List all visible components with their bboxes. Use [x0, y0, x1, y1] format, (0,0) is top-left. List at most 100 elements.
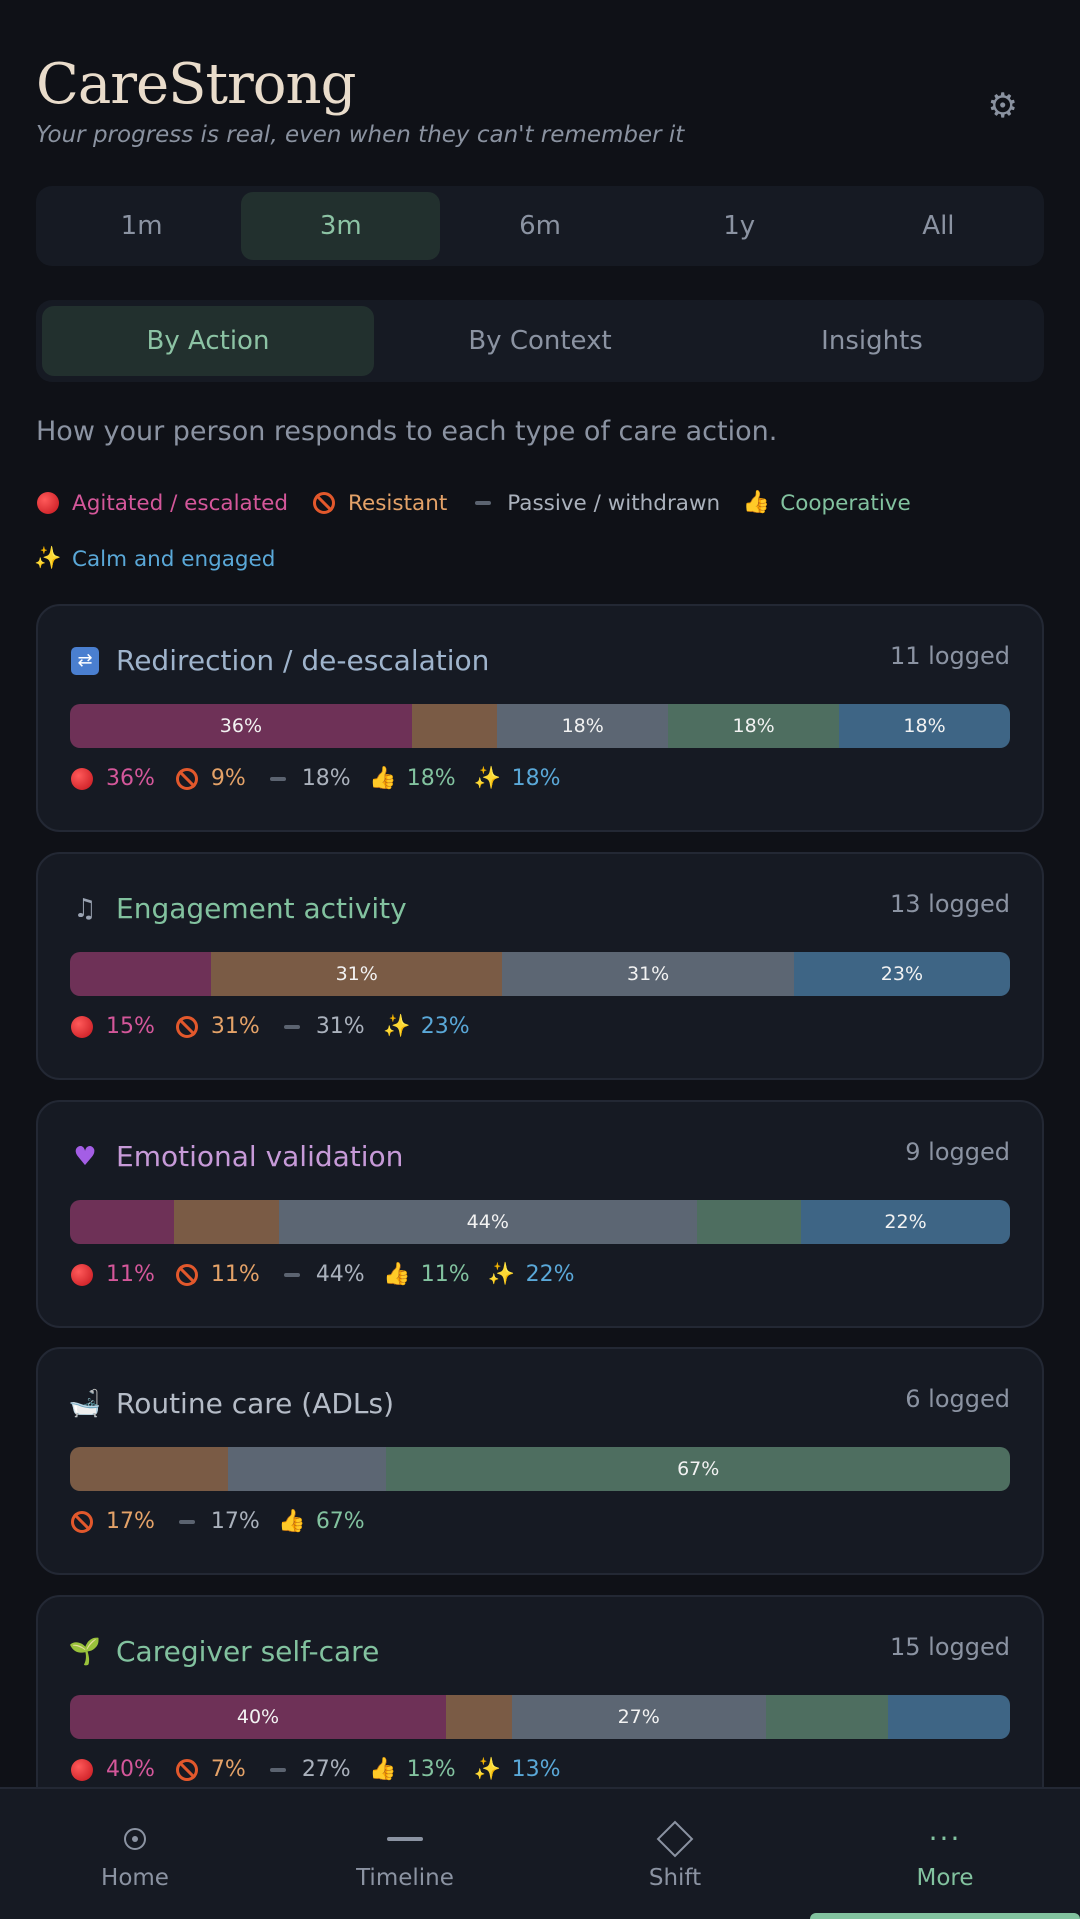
- action-card[interactable]: ♫ Engagement activity 13 logged 31% 31% 23% 15…: [36, 852, 1044, 1080]
- header: CareStrong Your progress is real, even w…: [36, 50, 1044, 148]
- response-bar: 67%: [70, 1447, 1010, 1491]
- dash-icon: [266, 1758, 290, 1782]
- no-entry-icon: [175, 767, 199, 791]
- sparkles-icon: ✨: [34, 546, 62, 571]
- card-title: Caregiver self-care: [116, 1635, 380, 1668]
- response-bar: 40% 27%: [70, 1695, 1010, 1739]
- card-header: 🛁 Routine care (ADLs): [68, 1387, 394, 1420]
- range-tab-6m[interactable]: 6m: [519, 211, 561, 241]
- seedling-icon: 🌱: [68, 1636, 102, 1667]
- home-icon: [124, 1819, 146, 1859]
- thumbs-up-icon: 👍: [369, 765, 397, 791]
- response-bar: 44% 22%: [70, 1200, 1010, 1244]
- stat-ca: ✨ 23%: [383, 1013, 470, 1039]
- response-bar: 36% 18% 18% 18%: [70, 704, 1010, 748]
- stat-ag: 11%: [70, 1262, 155, 1287]
- card-header: ♫ Engagement activity: [70, 892, 407, 925]
- sparkles-icon: ✨: [473, 1756, 502, 1782]
- stat-re: 31%: [175, 1014, 260, 1039]
- card-title: Emotional validation: [116, 1140, 404, 1173]
- card-count: 15 logged: [890, 1633, 1010, 1661]
- shift-icon: [656, 1819, 694, 1859]
- stat-ca: ✨ 13%: [473, 1756, 561, 1782]
- bar-segment-re: [70, 1447, 229, 1491]
- range-tab-1m[interactable]: 1m: [120, 211, 163, 241]
- range-tab-all[interactable]: All: [922, 211, 955, 241]
- view-selector: By Action By Context Insights: [36, 300, 1044, 382]
- tab-by-context[interactable]: By Context: [468, 326, 612, 356]
- bar-segment-co: [765, 1695, 888, 1739]
- response-stats: 17% 17% 👍 67%: [70, 1509, 385, 1534]
- red-circle-icon: [70, 1015, 94, 1039]
- no-entry-icon: [175, 1263, 199, 1287]
- legend: Agitated / escalated Resistant Passive /…: [34, 486, 1046, 598]
- intro-text: How your person responds to each type of…: [36, 416, 778, 447]
- nav-timeline[interactable]: Timeline: [270, 1789, 540, 1919]
- nav-more[interactable]: ··· More: [810, 1789, 1080, 1919]
- action-card[interactable]: ⇄ Redirection / de-escalation 11 logged 36%…: [36, 604, 1044, 832]
- time-range-selector: 1m 3m 6m 1y All: [36, 186, 1044, 266]
- bar-segment-ag: 40%: [70, 1695, 446, 1739]
- stat-re: 11%: [175, 1262, 260, 1287]
- gear-icon[interactable]: ⚙: [987, 86, 1018, 126]
- response-stats: 36% 9% 18% 👍 18% ✨ 18%: [70, 766, 581, 791]
- stat-co: 👍 18%: [369, 765, 456, 791]
- legend-item-passive: Passive / withdrawn: [471, 491, 720, 516]
- stat-pa: 31%: [280, 1014, 365, 1039]
- bar-segment-co: 67%: [386, 1447, 1010, 1491]
- bar-segment-ag: [70, 1200, 175, 1244]
- app-subtitle: Your progress is real, even when they ca…: [36, 122, 685, 148]
- bar-segment-co: 18%: [668, 704, 840, 748]
- bar-segment-ag: [70, 952, 211, 996]
- red-circle-icon: [70, 1758, 94, 1782]
- stat-ag: 15%: [70, 1014, 155, 1039]
- no-entry-icon: [312, 491, 336, 515]
- legend-item-cooperative: 👍 Cooperative: [742, 490, 911, 516]
- no-entry-icon: [175, 1015, 199, 1039]
- action-card[interactable]: ♥ Emotional validation 9 logged 44% 22% 11% 11…: [36, 1100, 1044, 1328]
- purple-heart-icon: ♥: [73, 1141, 97, 1172]
- card-count: 13 logged: [890, 890, 1010, 918]
- thumbs-up-icon: 👍: [369, 1756, 397, 1782]
- timeline-icon: [387, 1819, 423, 1859]
- action-card[interactable]: 🌱 Caregiver self-care 15 logged 40% 27% 40% 7%…: [36, 1595, 1044, 1823]
- bathtub-icon: 🛁: [68, 1388, 102, 1419]
- range-tab-1y[interactable]: 1y: [723, 211, 756, 241]
- red-circle-icon: [36, 491, 60, 515]
- tab-by-action[interactable]: By Action: [42, 306, 374, 376]
- response-stats: 40% 7% 27% 👍 13% ✨ 13%: [70, 1757, 581, 1782]
- dash-icon: [175, 1510, 199, 1534]
- card-count: 6 logged: [905, 1385, 1010, 1413]
- card-header: ♥ Emotional validation: [70, 1140, 403, 1173]
- tab-insights[interactable]: Insights: [821, 326, 923, 356]
- dash-icon: [280, 1015, 304, 1039]
- no-entry-icon: [70, 1510, 94, 1534]
- stat-re: 7%: [175, 1757, 246, 1782]
- response-stats: 11% 11% 44% 👍 11% ✨ 22%: [70, 1262, 595, 1287]
- sparkles-icon: ✨: [487, 1261, 516, 1287]
- bar-segment-re: [411, 704, 498, 748]
- music-note-icon: ♫: [73, 893, 97, 924]
- response-stats: 15% 31% 31% ✨ 23%: [70, 1014, 490, 1039]
- card-title: Redirection / de-escalation: [116, 644, 490, 677]
- thumbs-up-icon: 👍: [278, 1508, 306, 1534]
- stat-pa: 18%: [266, 766, 351, 791]
- bar-segment-pa: 31%: [502, 952, 794, 996]
- stat-re: 17%: [70, 1509, 155, 1534]
- card-title: Engagement activity: [116, 892, 407, 925]
- bar-segment-re: [174, 1200, 279, 1244]
- nav-shift[interactable]: Shift: [540, 1789, 810, 1919]
- red-circle-icon: [70, 767, 94, 791]
- bar-segment-ca: [887, 1695, 1010, 1739]
- thumbs-up-icon: 👍: [383, 1261, 411, 1287]
- legend-item-agitated: Agitated / escalated: [36, 491, 288, 516]
- range-tab-3m[interactable]: 3m: [241, 192, 441, 260]
- app-title: CareStrong: [36, 52, 356, 117]
- action-card[interactable]: 🛁 Routine care (ADLs) 6 logged 67% 17% 17% 👍 67…: [36, 1347, 1044, 1575]
- nav-home[interactable]: Home: [0, 1789, 270, 1919]
- sparkles-icon: ✨: [383, 1013, 411, 1039]
- bar-segment-ca: 23%: [793, 952, 1010, 996]
- dash-icon: [280, 1263, 304, 1287]
- stat-pa: 17%: [175, 1509, 260, 1534]
- dash-icon: [266, 767, 290, 791]
